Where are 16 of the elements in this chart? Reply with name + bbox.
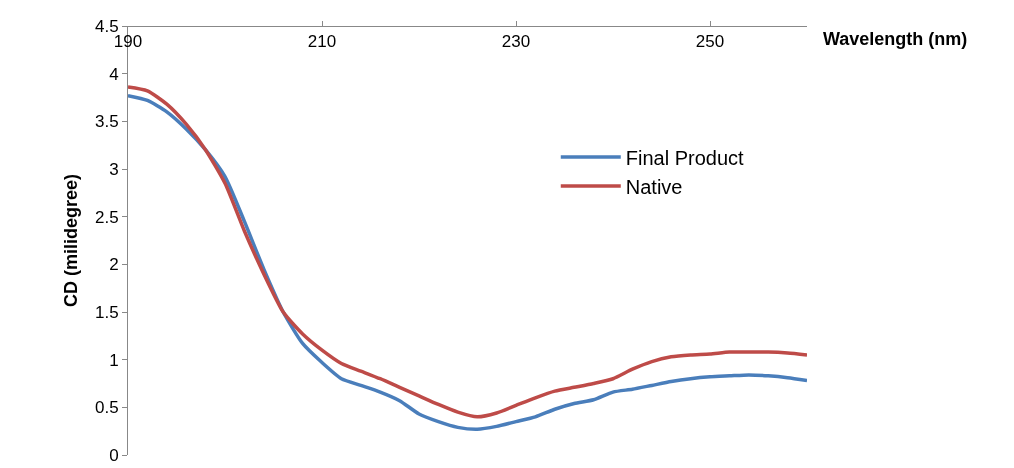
x-tick-label: 250 xyxy=(695,32,725,52)
y-tick-label: 3.5 xyxy=(94,112,119,132)
y-tick-label: 0.5 xyxy=(94,398,119,418)
y-tick-label: 4 xyxy=(109,64,119,84)
x-axis-title: Wavelength (nm) xyxy=(823,29,968,49)
x-tick-label: 210 xyxy=(307,32,337,52)
y-tick-label: 0 xyxy=(109,445,119,465)
y-tick-label: 2.5 xyxy=(94,207,119,227)
y-axis-title: CD (milidegree) xyxy=(61,173,82,308)
y-tick-label: 1 xyxy=(109,350,119,370)
legend-label: Native xyxy=(625,175,683,198)
y-tick-label: 3 xyxy=(109,159,119,179)
y-tick-label: 2 xyxy=(109,255,119,275)
x-tick-label: 230 xyxy=(501,32,531,52)
legend-label: Final Product xyxy=(625,146,745,169)
y-tick-label: 1.5 xyxy=(94,302,119,322)
